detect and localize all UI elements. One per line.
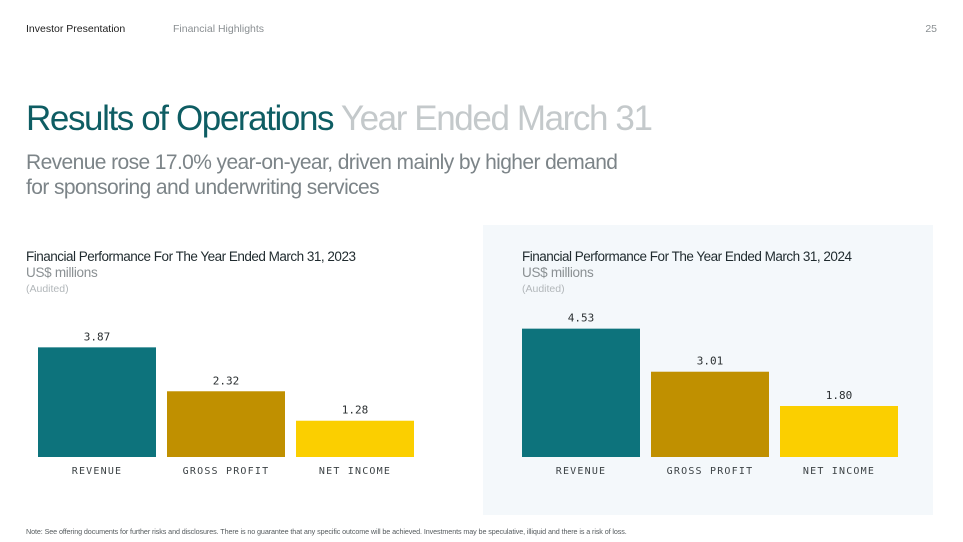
- category-label-revenue: REVENUE: [72, 466, 123, 477]
- chart-2023-header: Financial Performance For The Year Ended…: [26, 249, 456, 295]
- bar-net-income: [780, 406, 898, 457]
- value-label-gross-profit: 3.01: [697, 355, 724, 368]
- category-label-gross-profit: GROSS PROFIT: [667, 466, 754, 477]
- bar-revenue: [522, 328, 640, 457]
- chart-2023-title: Financial Performance For The Year Ended…: [26, 249, 356, 264]
- bar-gross-profit: [651, 371, 769, 457]
- category-label-gross-profit: GROSS PROFIT: [183, 466, 270, 477]
- chart-2024-header: Financial Performance For The Year Ended…: [522, 249, 952, 295]
- title-main: Results of Operations: [26, 99, 335, 138]
- page-subtitle: Revenue rose 17.0% year-on-year, driven …: [26, 151, 618, 200]
- value-label-revenue: 3.87: [84, 330, 111, 343]
- value-label-net-income: 1.80: [826, 389, 853, 402]
- category-label-revenue: REVENUE: [556, 466, 607, 477]
- chart-2023-unit: US$ millions: [26, 265, 98, 280]
- page-title: Results of Operations Year Ended March 3…: [26, 99, 653, 139]
- bar-gross-profit: [167, 391, 285, 457]
- value-label-gross-profit: 2.32: [213, 374, 240, 387]
- disclaimer: Note: See offering documents for further…: [26, 527, 627, 536]
- page-number: 25: [925, 23, 937, 35]
- chart-2024-unit: US$ millions: [522, 265, 594, 280]
- bar-net-income: [296, 420, 414, 457]
- header-section: Financial Highlights: [173, 23, 265, 35]
- chart-2023: 3.87 REVENUE 2.32 GROSS PROFIT 1.28 NET INCOM…: [38, 330, 414, 477]
- header-doc-title: Investor Presentation: [26, 23, 126, 35]
- chart-2024-note: (Audited): [522, 283, 565, 295]
- value-label-revenue: 4.53: [568, 312, 595, 325]
- value-label-net-income: 1.28: [342, 404, 369, 417]
- chart-2024: 4.53 REVENUE 3.01 GROSS PROFIT 1.80 NET INCOM…: [522, 312, 898, 477]
- bar-revenue: [38, 347, 156, 457]
- category-label-net-income: NET INCOME: [319, 466, 391, 477]
- chart-2024-title: Financial Performance For The Year Ended…: [522, 249, 852, 264]
- title-sub: Year Ended March 31: [340, 99, 653, 138]
- category-label-net-income: NET INCOME: [803, 466, 875, 477]
- chart-2023-note: (Audited): [26, 283, 69, 295]
